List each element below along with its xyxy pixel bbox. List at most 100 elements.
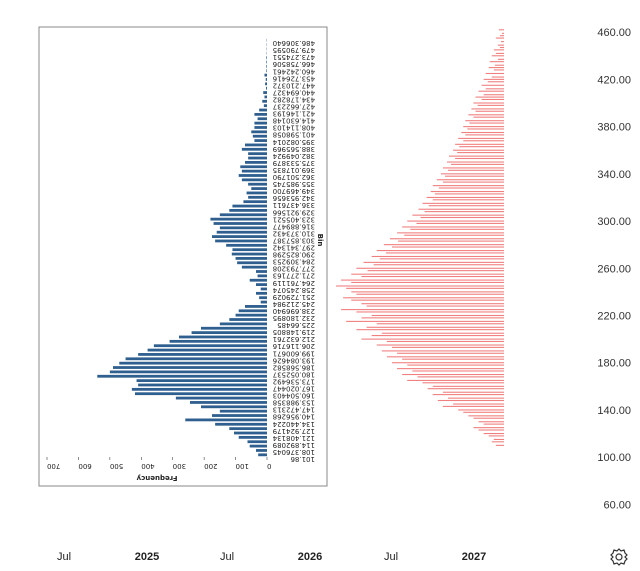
- volume-profile-bar: [479, 421, 504, 422]
- inset-histogram-bar: [239, 309, 267, 312]
- inset-histogram-bar: [256, 449, 267, 452]
- inset-histogram-bar: [245, 305, 267, 308]
- volume-profile-bar: [489, 435, 504, 436]
- inset-histogram-bar: [220, 226, 267, 229]
- volume-profile-bar: [484, 79, 504, 80]
- volume-profile-bar: [486, 73, 504, 74]
- inset-histogram-bar: [254, 113, 267, 116]
- inset-histogram-bar: [250, 279, 267, 282]
- volume-profile-bar: [492, 55, 504, 56]
- volume-profile-bar: [361, 317, 504, 318]
- volume-profile-bar: [372, 335, 504, 336]
- volume-profile-bar: [463, 126, 504, 127]
- price-tick-label: 100.00: [597, 452, 631, 464]
- time-tick-label: 2027: [462, 551, 486, 563]
- volume-profile-bar: [429, 205, 504, 206]
- inset-histogram-bar: [261, 288, 267, 291]
- inset-histogram-bar: [259, 296, 267, 299]
- inset-histogram-bar: [242, 178, 267, 181]
- inset-histogram-bar: [237, 261, 267, 264]
- inset-frequency-tick: 700: [47, 462, 60, 470]
- volume-profile-bar: [463, 140, 504, 141]
- inset-histogram-bar: [132, 388, 267, 391]
- inset-histogram-bar: [259, 109, 267, 112]
- price-tick-label: 300.00: [597, 216, 631, 228]
- inset-histogram-bar: [248, 183, 267, 186]
- inset-histogram-bar: [201, 327, 267, 330]
- volume-profile-bar: [471, 108, 504, 109]
- inset-histogram-bar: [212, 235, 267, 238]
- inset-histogram-bar: [258, 274, 267, 277]
- inset-histogram: 101.86108.376045114.892089121.408134127.…: [39, 27, 327, 486]
- volume-profile-bar: [433, 394, 504, 395]
- time-tick-label: 2025: [135, 551, 159, 563]
- price-axis: 460.00420.00380.00340.00300.00260.00220.…: [597, 27, 631, 511]
- volume-profile-bar: [346, 288, 504, 289]
- volume-profile-bar: [479, 91, 504, 92]
- volume-profile-bar: [407, 380, 504, 381]
- volume-profile-bar: [402, 374, 504, 375]
- volume-profile-bar: [492, 441, 504, 442]
- inset-histogram-bar: [215, 240, 267, 243]
- inset-histogram-bar: [119, 362, 267, 365]
- volume-profile-bar: [416, 223, 504, 224]
- volume-profile-bar: [377, 323, 504, 324]
- settings-icon: [608, 546, 630, 568]
- volume-profile-bar: [501, 41, 504, 42]
- volume-profile-bar: [387, 341, 504, 342]
- volume-profile-bar: [445, 176, 504, 177]
- inset-histogram-bar: [215, 423, 267, 426]
- volume-profile-bar: [361, 339, 504, 340]
- volume-profile-bar: [433, 185, 504, 186]
- inset-histogram-bar: [248, 152, 267, 155]
- volume-profile-bar: [421, 217, 504, 218]
- inset-histogram-bar: [242, 266, 267, 269]
- price-tick-label: 260.00: [597, 263, 631, 275]
- volume-profile-bar: [428, 388, 504, 389]
- inset-histogram-bar: [262, 100, 267, 103]
- volume-profile-bar: [361, 303, 504, 304]
- volume-profile-bar: [479, 429, 504, 430]
- volume-profile-bar: [374, 264, 504, 265]
- volume-profile-bar: [423, 203, 504, 204]
- inset-histogram-bar: [185, 419, 267, 422]
- volume-profile-bar: [496, 445, 504, 446]
- volume-profile-bar: [498, 45, 504, 46]
- inset-histogram-bar: [212, 414, 267, 417]
- volume-profile-bar: [341, 280, 504, 281]
- price-tick-label: 460.00: [597, 27, 631, 39]
- volume-profile-bar: [377, 344, 504, 345]
- inset-histogram-bar: [242, 148, 267, 151]
- price-tick-label: 340.00: [597, 169, 631, 181]
- inset-bin-tick: 486.306640: [273, 39, 315, 47]
- inset-histogram-bar: [154, 344, 267, 347]
- volume-profile-bar: [458, 138, 504, 139]
- price-tick-label: 380.00: [597, 122, 631, 134]
- inset-histogram-bar: [236, 314, 267, 317]
- volume-profile-bar: [382, 333, 504, 334]
- volume-profile-bar: [363, 262, 504, 263]
- volume-profile-bar: [489, 67, 504, 68]
- volume-profile-bar: [410, 229, 504, 230]
- inset-frequency-tick: 600: [78, 462, 91, 470]
- volume-profile-bar: [494, 439, 504, 440]
- volume-profile-bar: [386, 252, 504, 253]
- volume-profile-bar: [496, 53, 504, 54]
- inset-histogram-bar: [239, 436, 267, 439]
- inset-histogram-bar: [179, 336, 267, 339]
- inset-histogram-bar: [229, 427, 267, 430]
- inset-histogram-bar: [248, 196, 267, 199]
- volume-profile-bar: [351, 274, 504, 275]
- inset-histogram-bar: [258, 117, 267, 120]
- price-tick-label: 420.00: [597, 74, 631, 86]
- price-tick-label: 180.00: [597, 358, 631, 370]
- volume-profile-bar: [418, 209, 504, 210]
- volume-profile-bar: [367, 327, 504, 328]
- inset-bin-labels: 101.86108.376045114.892089121.408134127.…: [272, 39, 315, 463]
- inset-frequency-tick: 400: [141, 462, 154, 470]
- settings-button[interactable]: [608, 546, 630, 568]
- time-tick-label: Jul: [57, 551, 71, 563]
- inset-histogram-bar: [229, 209, 267, 212]
